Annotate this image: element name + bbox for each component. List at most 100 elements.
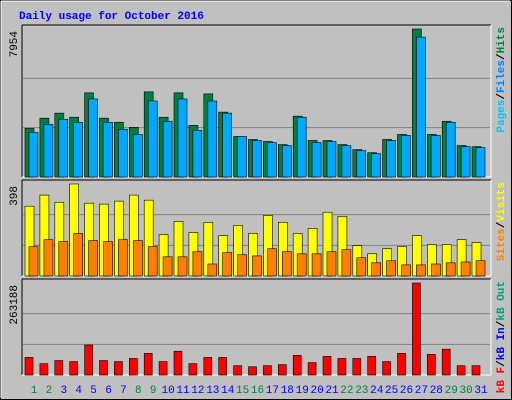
bar [475, 260, 486, 277]
x-tick-label: 8 [135, 385, 142, 397]
bar [341, 145, 352, 178]
x-tick-label: 20 [310, 385, 323, 397]
bar [222, 112, 232, 178]
bar [88, 98, 98, 178]
x-tick-label: 28 [430, 385, 443, 397]
x-tick-label: 3 [60, 385, 67, 397]
bar [207, 263, 218, 277]
bar [292, 355, 302, 376]
bar [445, 121, 456, 178]
bar [252, 255, 262, 277]
bar [397, 352, 406, 376]
bar [277, 364, 287, 376]
legend-entry: kB F [496, 367, 508, 393]
bar [158, 361, 168, 376]
bar [341, 249, 352, 277]
bar [263, 365, 272, 376]
bar [192, 130, 203, 178]
x-tick-label: 22 [340, 385, 353, 397]
x-tick-label: 18 [281, 385, 294, 397]
bar [460, 146, 471, 178]
x-tick-label: 15 [236, 385, 249, 397]
bar [173, 350, 183, 376]
bar [281, 251, 292, 277]
bar [456, 365, 466, 376]
bar [162, 120, 173, 178]
bar [129, 358, 138, 376]
bar [73, 233, 83, 277]
bar [84, 344, 93, 376]
bar [386, 260, 396, 277]
legend-separator: / [496, 320, 508, 327]
y-tick-label: 398 [9, 186, 21, 206]
legend: Pages/Files/Hits [496, 27, 508, 133]
bar [233, 365, 242, 376]
bar [367, 356, 377, 376]
bar [337, 358, 347, 376]
bar [267, 142, 277, 178]
bar [382, 361, 391, 376]
bar [222, 252, 232, 277]
bar [356, 150, 367, 178]
x-tick-label: 21 [325, 385, 339, 397]
x-tick-label: 23 [355, 385, 368, 397]
bar [237, 136, 247, 178]
x-tick-label: 24 [370, 385, 384, 397]
bar [88, 240, 98, 277]
bar [412, 282, 421, 376]
bar [177, 256, 188, 277]
x-tick-label: 25 [385, 385, 398, 397]
x-tick-label: 17 [266, 385, 279, 397]
bar [103, 121, 113, 178]
bar [430, 135, 441, 178]
x-tick-label: 5 [90, 385, 97, 397]
legend: Sites/Visits [496, 182, 508, 261]
bar [401, 135, 411, 178]
bar [203, 357, 213, 376]
bar [114, 361, 123, 376]
bar [252, 140, 262, 178]
bar [352, 358, 362, 376]
legend-separator: / [496, 221, 508, 228]
y-tick-label: 7954 [9, 31, 21, 58]
bar [430, 263, 441, 277]
legend-separator: / [496, 53, 508, 60]
x-tick-label: 1 [31, 385, 38, 397]
bar [58, 118, 69, 178]
bar [24, 357, 34, 376]
bar [73, 121, 83, 178]
bar [43, 123, 54, 178]
bar [177, 98, 188, 178]
bar [28, 246, 39, 277]
x-tick-label: 19 [296, 385, 309, 397]
legend-entry: kB Out [496, 281, 508, 321]
chart-title: Daily usage for October 2016 [19, 11, 204, 23]
bar [143, 352, 153, 376]
bar [371, 153, 382, 178]
bar [133, 240, 143, 277]
x-tick-label: 9 [150, 385, 157, 397]
bar [322, 356, 332, 376]
x-tick-label: 7 [120, 385, 127, 397]
bar [267, 248, 277, 277]
bar [54, 360, 64, 376]
bar [416, 36, 426, 178]
x-tick-label: 11 [176, 385, 190, 397]
x-tick-label: 2 [46, 385, 53, 397]
bar [426, 354, 436, 376]
bar [445, 262, 456, 277]
x-tick-label: 31 [474, 385, 488, 397]
bar [39, 363, 49, 376]
bar [58, 241, 69, 277]
bar [441, 348, 451, 376]
bar [386, 140, 396, 178]
bar [118, 129, 128, 178]
x-tick-label: 26 [400, 385, 413, 397]
bar [326, 251, 337, 277]
x-tick-label: 10 [161, 385, 174, 397]
x-tick-label: 29 [445, 385, 458, 397]
y-tick-label: 263188 [9, 285, 21, 325]
bar [103, 241, 113, 277]
bar [99, 360, 108, 376]
bar [416, 264, 426, 277]
